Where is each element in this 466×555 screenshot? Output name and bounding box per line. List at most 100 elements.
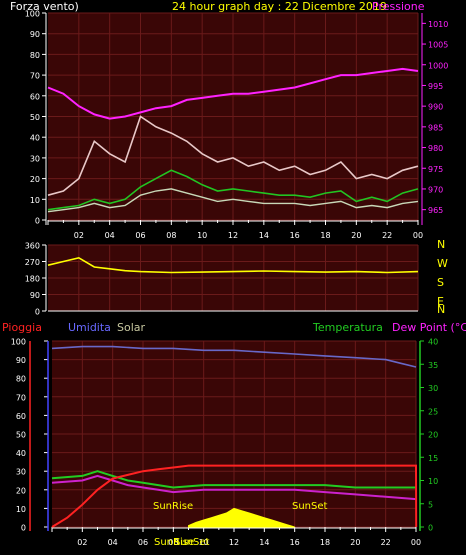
- series-direction-line: [47, 256, 419, 274]
- direction-letter-s: S: [437, 276, 444, 289]
- header-right-label: Pressione: [372, 0, 425, 13]
- x-tick-label: 16: [290, 231, 300, 240]
- y-right-tick-label: 30: [428, 384, 438, 393]
- y-left-tick-label: 90: [16, 356, 26, 365]
- y-right-tick-label: 5: [428, 500, 433, 509]
- x-tick-label: 10: [197, 231, 207, 240]
- y-left-tick-label: 10: [30, 196, 40, 205]
- y-right-tick-label: 15: [428, 454, 438, 463]
- y-right-tick-label: 980: [428, 144, 443, 153]
- direction-letter-w: W: [437, 257, 448, 270]
- dewpoint-label: Dew Point (°C): [392, 321, 466, 334]
- x-tick-label: 06: [138, 538, 148, 547]
- x-tick-label: 00: [413, 231, 423, 240]
- x-tick-label: 22: [381, 538, 391, 547]
- direction-letter-n1: N: [437, 238, 445, 251]
- x-tick-label: 16: [290, 538, 300, 547]
- y-tick-label: 0: [35, 308, 40, 317]
- x-tick-label: 12: [228, 231, 238, 240]
- y-left-tick-label: 100: [25, 10, 40, 19]
- y-right-tick-label: 965: [428, 206, 443, 215]
- solar-label: Solar: [117, 321, 146, 334]
- y-left-tick-label: 60: [16, 412, 26, 421]
- series-pressure-line: [47, 67, 419, 120]
- y-right-tick-label: 1000: [428, 61, 448, 70]
- x-tick-label: 00: [411, 538, 421, 547]
- y-right-tick-label: 35: [428, 361, 438, 370]
- header-left-label: Forza vento): [10, 0, 79, 13]
- x-tick-label: 08: [168, 538, 178, 547]
- x-tick-label: 14: [259, 538, 269, 547]
- y-left-tick-label: 90: [30, 30, 40, 39]
- y-right-tick-label: 990: [428, 103, 443, 112]
- x-tick-label: 14: [259, 231, 269, 240]
- sunset-label-bottom: SunSet: [174, 537, 210, 548]
- y-left-tick-label: 100: [11, 338, 26, 347]
- y-left-tick-label: 40: [16, 449, 26, 458]
- x-tick-label: 20: [350, 538, 360, 547]
- x-tick-label: 18: [320, 538, 330, 547]
- y-left-tick-label: 50: [16, 431, 26, 440]
- y-right-tick-label: 10: [428, 477, 438, 486]
- y-left-tick-label: 0: [35, 217, 40, 226]
- y-right-tick-label: 975: [428, 165, 443, 174]
- y-left-tick-label: 80: [30, 51, 40, 60]
- y-left-tick-label: 70: [30, 72, 40, 81]
- y-right-tick-label: 970: [428, 185, 443, 194]
- y-tick-label: 360: [25, 242, 40, 251]
- y-right-tick-label: 1010: [428, 20, 448, 29]
- y-right-tick-label: 1005: [428, 41, 448, 50]
- wind-pressure-panel: 0 10 20 30 40 50 60 70 80 90 100 02 04 06 08 10 12 14 16 18…: [25, 10, 449, 241]
- x-tick-label: 04: [108, 538, 118, 547]
- direction-letter-e: E: [437, 295, 444, 308]
- series-dewpoint-line: [51, 474, 417, 501]
- y-tick-label: 90: [30, 291, 40, 300]
- header-title: 24 hour graph day : 22 Dicembre 2019: [172, 0, 387, 13]
- series-wind-gust-line: [47, 115, 419, 196]
- x-tick-label: 04: [105, 231, 115, 240]
- y-right-tick-label: 0: [428, 524, 433, 533]
- y-right-tick-label: 985: [428, 123, 443, 132]
- y-right-tick-label: 995: [428, 82, 443, 91]
- series-rain-line: [51, 464, 418, 528]
- humidity-label: Umidita: [68, 321, 111, 334]
- y-left-tick-label: 0: [21, 524, 26, 533]
- y-left-tick-label: 10: [16, 505, 26, 514]
- y-tick-label: 270: [25, 258, 40, 267]
- y-right-tick-label: 25: [428, 407, 438, 416]
- y-left-tick-label: 60: [30, 92, 40, 101]
- sunset-label-top: SunSet: [292, 501, 328, 512]
- y-left-tick-label: 80: [16, 375, 26, 384]
- sunrise-label-bottom: SunRise: [154, 537, 194, 548]
- x-tick-label: 06: [135, 231, 145, 240]
- direction-letter-n2: N: [437, 303, 445, 316]
- y-left-tick-label: 30: [30, 154, 40, 163]
- x-tick-label: 02: [74, 231, 84, 240]
- y-left-tick-label: 40: [30, 134, 40, 143]
- x-tick-label: 18: [320, 231, 330, 240]
- rain-label: Pioggia: [2, 321, 42, 334]
- x-tick-label: 10: [199, 538, 209, 547]
- y-left-tick-label: 20: [30, 175, 40, 184]
- y-right-tick-label: 20: [428, 431, 438, 440]
- x-tick-label: 20: [351, 231, 361, 240]
- y-right-tick-label: 40: [428, 338, 438, 347]
- series-temperature-line: [51, 470, 416, 489]
- y-left-tick-label: 50: [30, 113, 40, 122]
- y-left-tick-label: 20: [16, 486, 26, 495]
- y-left-tick-label: 30: [16, 468, 26, 477]
- x-tick-label: 12: [229, 538, 239, 547]
- series-wind-avg-line: [47, 188, 419, 213]
- x-tick-label: 22: [382, 231, 392, 240]
- series-humidity-line: [51, 345, 417, 368]
- series-solar-area: [188, 507, 295, 528]
- sunrise-label-top: SunRise: [153, 501, 193, 512]
- temperature-label: Temperatura: [312, 321, 383, 334]
- wind-direction-panel: 0 90 180 270 360: [25, 242, 419, 317]
- series-wind-green-line: [47, 169, 419, 211]
- y-left-tick-label: 70: [16, 393, 26, 402]
- x-tick-label: 02: [77, 538, 87, 547]
- x-tick-label: 08: [166, 231, 176, 240]
